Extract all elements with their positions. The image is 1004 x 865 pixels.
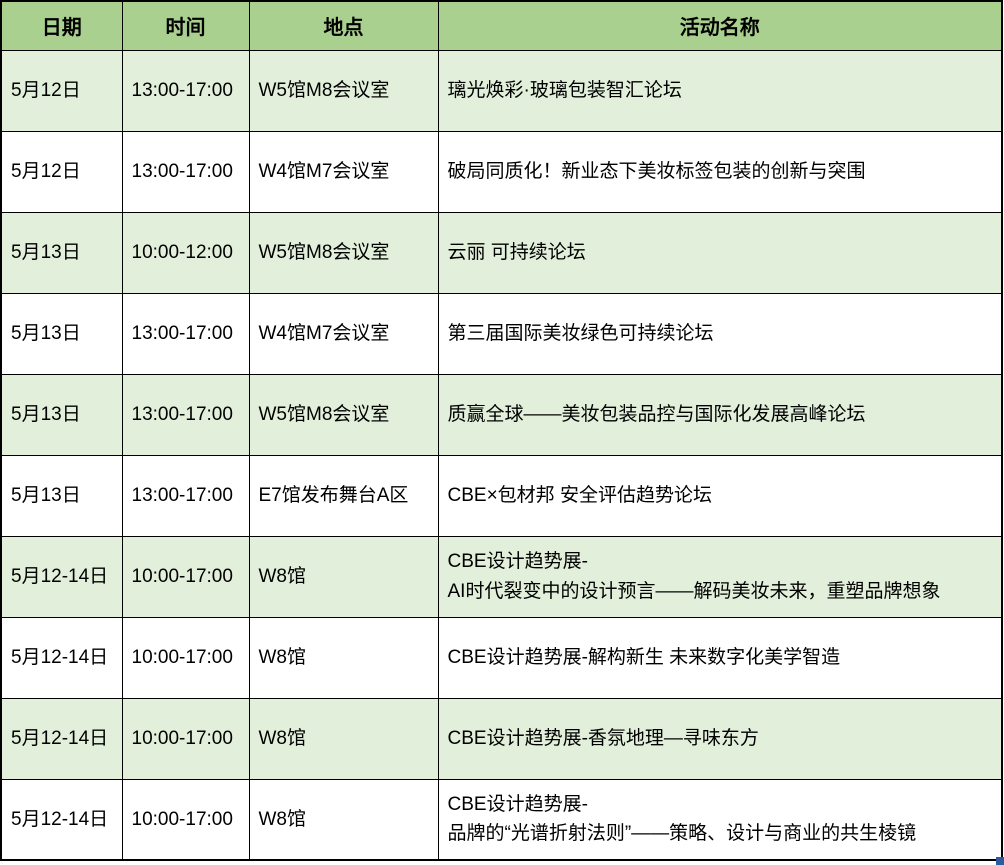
table-row: 5月13日 13:00-17:00 W5馆M8会议室 质赢全球——美妆包装品控与…	[0, 373, 1003, 456]
cell-location[interactable]: W5馆M8会议室	[248, 373, 439, 456]
cell-date[interactable]: 5月13日	[0, 454, 123, 537]
cell-activity[interactable]: CBE设计趋势展- 品牌的“光谱折射法则”——策略、设计与商业的共生棱镜	[437, 778, 1003, 861]
cell-time[interactable]: 13:00-17:00	[121, 292, 250, 375]
cell-time[interactable]: 10:00-17:00	[121, 535, 250, 618]
cell-activity[interactable]: CBE设计趋势展-解构新生 未来数字化美学智造	[437, 616, 1003, 699]
cell-location[interactable]: W8馆	[248, 697, 439, 780]
column-header-activity[interactable]: 活动名称	[437, 0, 1003, 51]
cell-date[interactable]: 5月13日	[0, 211, 123, 294]
cell-location[interactable]: W5馆M8会议室	[248, 211, 439, 294]
cell-activity[interactable]: 云丽 可持续论坛	[437, 211, 1003, 294]
cell-date[interactable]: 5月12-14日	[0, 697, 123, 780]
table-row: 5月12-14日 10:00-17:00 W8馆 CBE设计趋势展- 品牌的“光…	[0, 778, 1003, 861]
cell-activity[interactable]: 破局同质化！新业态下美妆标签包装的创新与突围	[437, 130, 1003, 213]
cell-date[interactable]: 5月12-14日	[0, 778, 123, 861]
cell-date[interactable]: 5月12-14日	[0, 535, 123, 618]
cell-time[interactable]: 10:00-12:00	[121, 211, 250, 294]
cell-date[interactable]: 5月13日	[0, 292, 123, 375]
cell-activity[interactable]: 第三届国际美妆绿色可持续论坛	[437, 292, 1003, 375]
cell-activity[interactable]: CBE设计趋势展-香氛地理—寻味东方	[437, 697, 1003, 780]
cell-location[interactable]: W8馆	[248, 535, 439, 618]
cell-time[interactable]: 10:00-17:00	[121, 616, 250, 699]
column-header-time[interactable]: 时间	[121, 0, 250, 51]
cell-location[interactable]: W8馆	[248, 616, 439, 699]
table-row: 5月12-14日 10:00-17:00 W8馆 CBE设计趋势展-解构新生 未…	[0, 616, 1003, 699]
cell-location[interactable]: W4馆M7会议室	[248, 292, 439, 375]
cell-activity[interactable]: CBE设计趋势展- AI时代裂变中的设计预言——解码美妆未来，重塑品牌想象	[437, 535, 1003, 618]
selection-fill-handle[interactable]	[996, 857, 1004, 865]
table-row: 5月13日 13:00-17:00 W4馆M7会议室 第三届国际美妆绿色可持续论…	[0, 292, 1003, 375]
table-row: 5月12日 13:00-17:00 W5馆M8会议室 璃光焕彩·玻璃包装智汇论坛	[0, 49, 1003, 132]
table-row: 5月12日 13:00-17:00 W4馆M7会议室 破局同质化！新业态下美妆标…	[0, 130, 1003, 213]
table-row: 5月13日 10:00-12:00 W5馆M8会议室 云丽 可持续论坛	[0, 211, 1003, 294]
cell-date[interactable]: 5月13日	[0, 373, 123, 456]
cell-time[interactable]: 13:00-17:00	[121, 373, 250, 456]
cell-date[interactable]: 5月12-14日	[0, 616, 123, 699]
cell-location[interactable]: E7馆发布舞台A区	[248, 454, 439, 537]
table-row: 5月12-14日 10:00-17:00 W8馆 CBE设计趋势展-香氛地理—寻…	[0, 697, 1003, 780]
cell-location[interactable]: W4馆M7会议室	[248, 130, 439, 213]
cell-time[interactable]: 10:00-17:00	[121, 778, 250, 861]
table-row: 5月13日 13:00-17:00 E7馆发布舞台A区 CBE×包材邦 安全评估…	[0, 454, 1003, 537]
cell-time[interactable]: 10:00-17:00	[121, 697, 250, 780]
cell-time[interactable]: 13:00-17:00	[121, 130, 250, 213]
cell-location[interactable]: W5馆M8会议室	[248, 49, 439, 132]
cell-date[interactable]: 5月12日	[0, 49, 123, 132]
column-header-date[interactable]: 日期	[0, 0, 123, 51]
cell-location[interactable]: W8馆	[248, 778, 439, 861]
cell-activity[interactable]: CBE×包材邦 安全评估趋势论坛	[437, 454, 1003, 537]
cell-time[interactable]: 13:00-17:00	[121, 454, 250, 537]
cell-activity[interactable]: 璃光焕彩·玻璃包装智汇论坛	[437, 49, 1003, 132]
cell-date[interactable]: 5月12日	[0, 130, 123, 213]
column-header-location[interactable]: 地点	[248, 0, 439, 51]
table-row: 5月12-14日 10:00-17:00 W8馆 CBE设计趋势展- AI时代裂…	[0, 535, 1003, 618]
header-row: 日期 时间 地点 活动名称	[0, 0, 1003, 51]
cell-time[interactable]: 13:00-17:00	[121, 49, 250, 132]
cell-activity[interactable]: 质赢全球——美妆包装品控与国际化发展高峰论坛	[437, 373, 1003, 456]
